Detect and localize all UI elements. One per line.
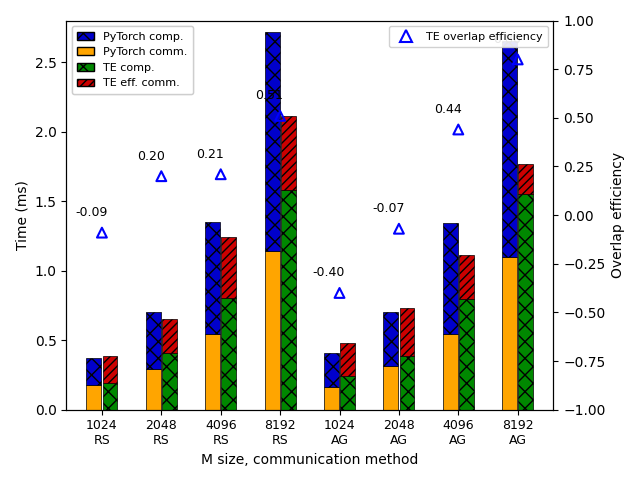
Text: -0.40: -0.40 — [312, 267, 345, 280]
TE overlap efficiency — [394, 225, 404, 233]
Bar — [459, 255, 474, 299]
Bar — [502, 41, 517, 257]
TE overlap efficiency — [453, 126, 463, 134]
Bar — [162, 353, 177, 410]
TE overlap efficiency — [334, 289, 344, 297]
Bar — [86, 386, 101, 410]
Bar — [146, 312, 161, 369]
Bar — [324, 387, 339, 410]
Bar — [205, 222, 220, 334]
Bar — [518, 194, 533, 410]
Bar — [221, 298, 236, 410]
Bar — [324, 353, 339, 387]
Text: -0.07: -0.07 — [372, 202, 404, 215]
Bar — [265, 32, 280, 251]
Bar — [102, 383, 117, 410]
TE overlap efficiency — [156, 173, 166, 180]
Legend: PyTorch comp., PyTorch comm., TE comp., TE eff. comm.: PyTorch comp., PyTorch comm., TE comp., … — [72, 26, 193, 94]
Bar — [459, 299, 474, 410]
Bar — [102, 356, 117, 383]
Bar — [443, 224, 458, 334]
Text: 0.44: 0.44 — [434, 103, 461, 116]
Bar — [162, 320, 177, 353]
Bar — [281, 116, 296, 190]
Y-axis label: Time (ms): Time (ms) — [15, 180, 29, 250]
Bar — [383, 312, 398, 366]
Text: 0.20: 0.20 — [137, 149, 164, 162]
Text: 0.80: 0.80 — [493, 33, 521, 46]
Text: 0.51: 0.51 — [255, 89, 284, 102]
X-axis label: M size, communication method: M size, communication method — [201, 453, 419, 467]
Bar — [383, 366, 398, 410]
Bar — [86, 358, 101, 386]
Bar — [399, 308, 414, 356]
Bar — [146, 369, 161, 410]
Bar — [281, 190, 296, 410]
TE overlap efficiency — [97, 229, 107, 237]
Bar — [340, 343, 355, 375]
Bar — [340, 375, 355, 410]
Bar — [518, 164, 533, 194]
Text: -0.09: -0.09 — [75, 206, 108, 219]
Y-axis label: Overlap efficiency: Overlap efficiency — [611, 152, 625, 278]
Text: 0.21: 0.21 — [196, 147, 224, 161]
TE overlap efficiency — [513, 55, 523, 63]
Bar — [443, 334, 458, 410]
Bar — [399, 356, 414, 410]
Legend: TE overlap efficiency: TE overlap efficiency — [389, 26, 548, 47]
TE overlap efficiency — [275, 112, 285, 120]
Bar — [502, 257, 517, 410]
TE overlap efficiency — [216, 170, 226, 178]
Bar — [221, 237, 236, 298]
Bar — [265, 251, 280, 410]
Bar — [205, 334, 220, 410]
